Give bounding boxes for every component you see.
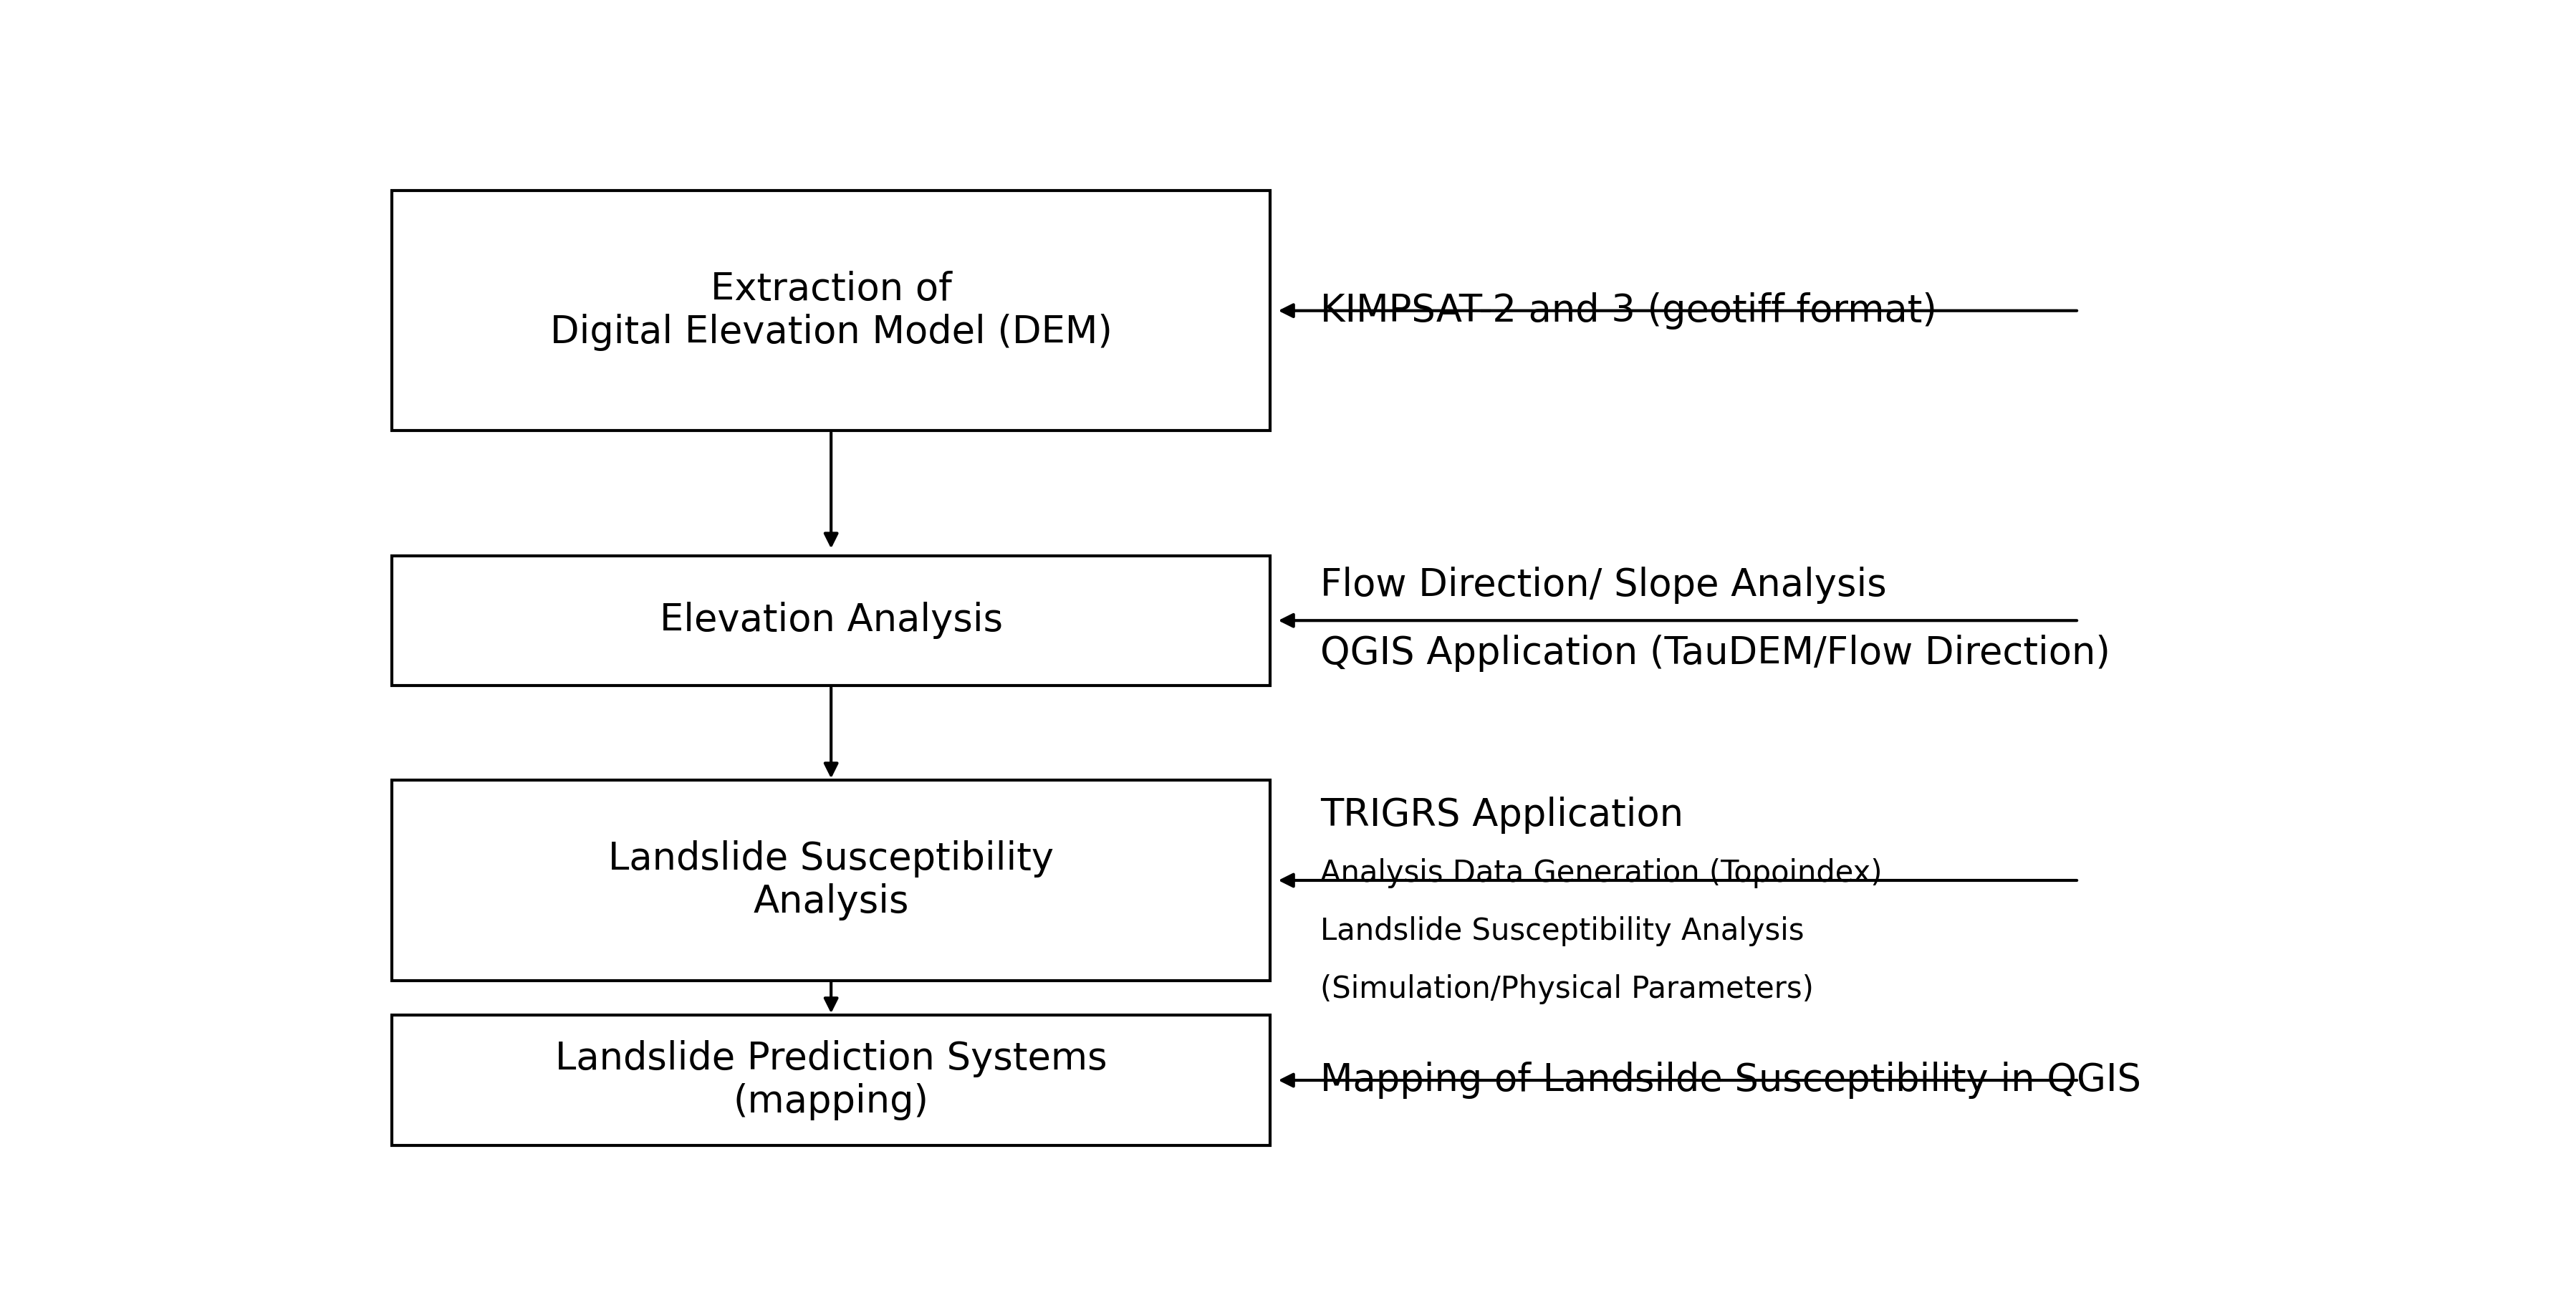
FancyBboxPatch shape: [392, 191, 1270, 431]
Text: TRIGRS Application: TRIGRS Application: [1319, 797, 1685, 835]
Text: (Simulation/Physical Parameters): (Simulation/Physical Parameters): [1319, 975, 1814, 1005]
Text: QGIS Application (TauDEM/Flow Direction): QGIS Application (TauDEM/Flow Direction): [1319, 635, 2110, 672]
FancyBboxPatch shape: [392, 1015, 1270, 1145]
Text: Landslide Susceptibility Analysis: Landslide Susceptibility Analysis: [1319, 916, 1803, 946]
FancyBboxPatch shape: [392, 556, 1270, 685]
Text: Flow Direction/ Slope Analysis: Flow Direction/ Slope Analysis: [1319, 567, 1886, 604]
FancyBboxPatch shape: [392, 780, 1270, 980]
Text: Landslide Prediction Systems
(mapping): Landslide Prediction Systems (mapping): [554, 1040, 1108, 1120]
Text: Elevation Analysis: Elevation Analysis: [659, 602, 1002, 639]
Text: Analysis Data Generation (Topoindex): Analysis Data Generation (Topoindex): [1319, 858, 1883, 888]
Text: Landslide Susceptibility
Analysis: Landslide Susceptibility Analysis: [608, 840, 1054, 920]
Text: KIMPSAT-2 and 3 (geotiff format): KIMPSAT-2 and 3 (geotiff format): [1319, 292, 1937, 330]
Text: Extraction of
Digital Elevation Model (DEM): Extraction of Digital Elevation Model (D…: [549, 270, 1113, 350]
Text: Mapping of Landsilde Susceptibility in QGIS: Mapping of Landsilde Susceptibility in Q…: [1319, 1062, 2141, 1099]
